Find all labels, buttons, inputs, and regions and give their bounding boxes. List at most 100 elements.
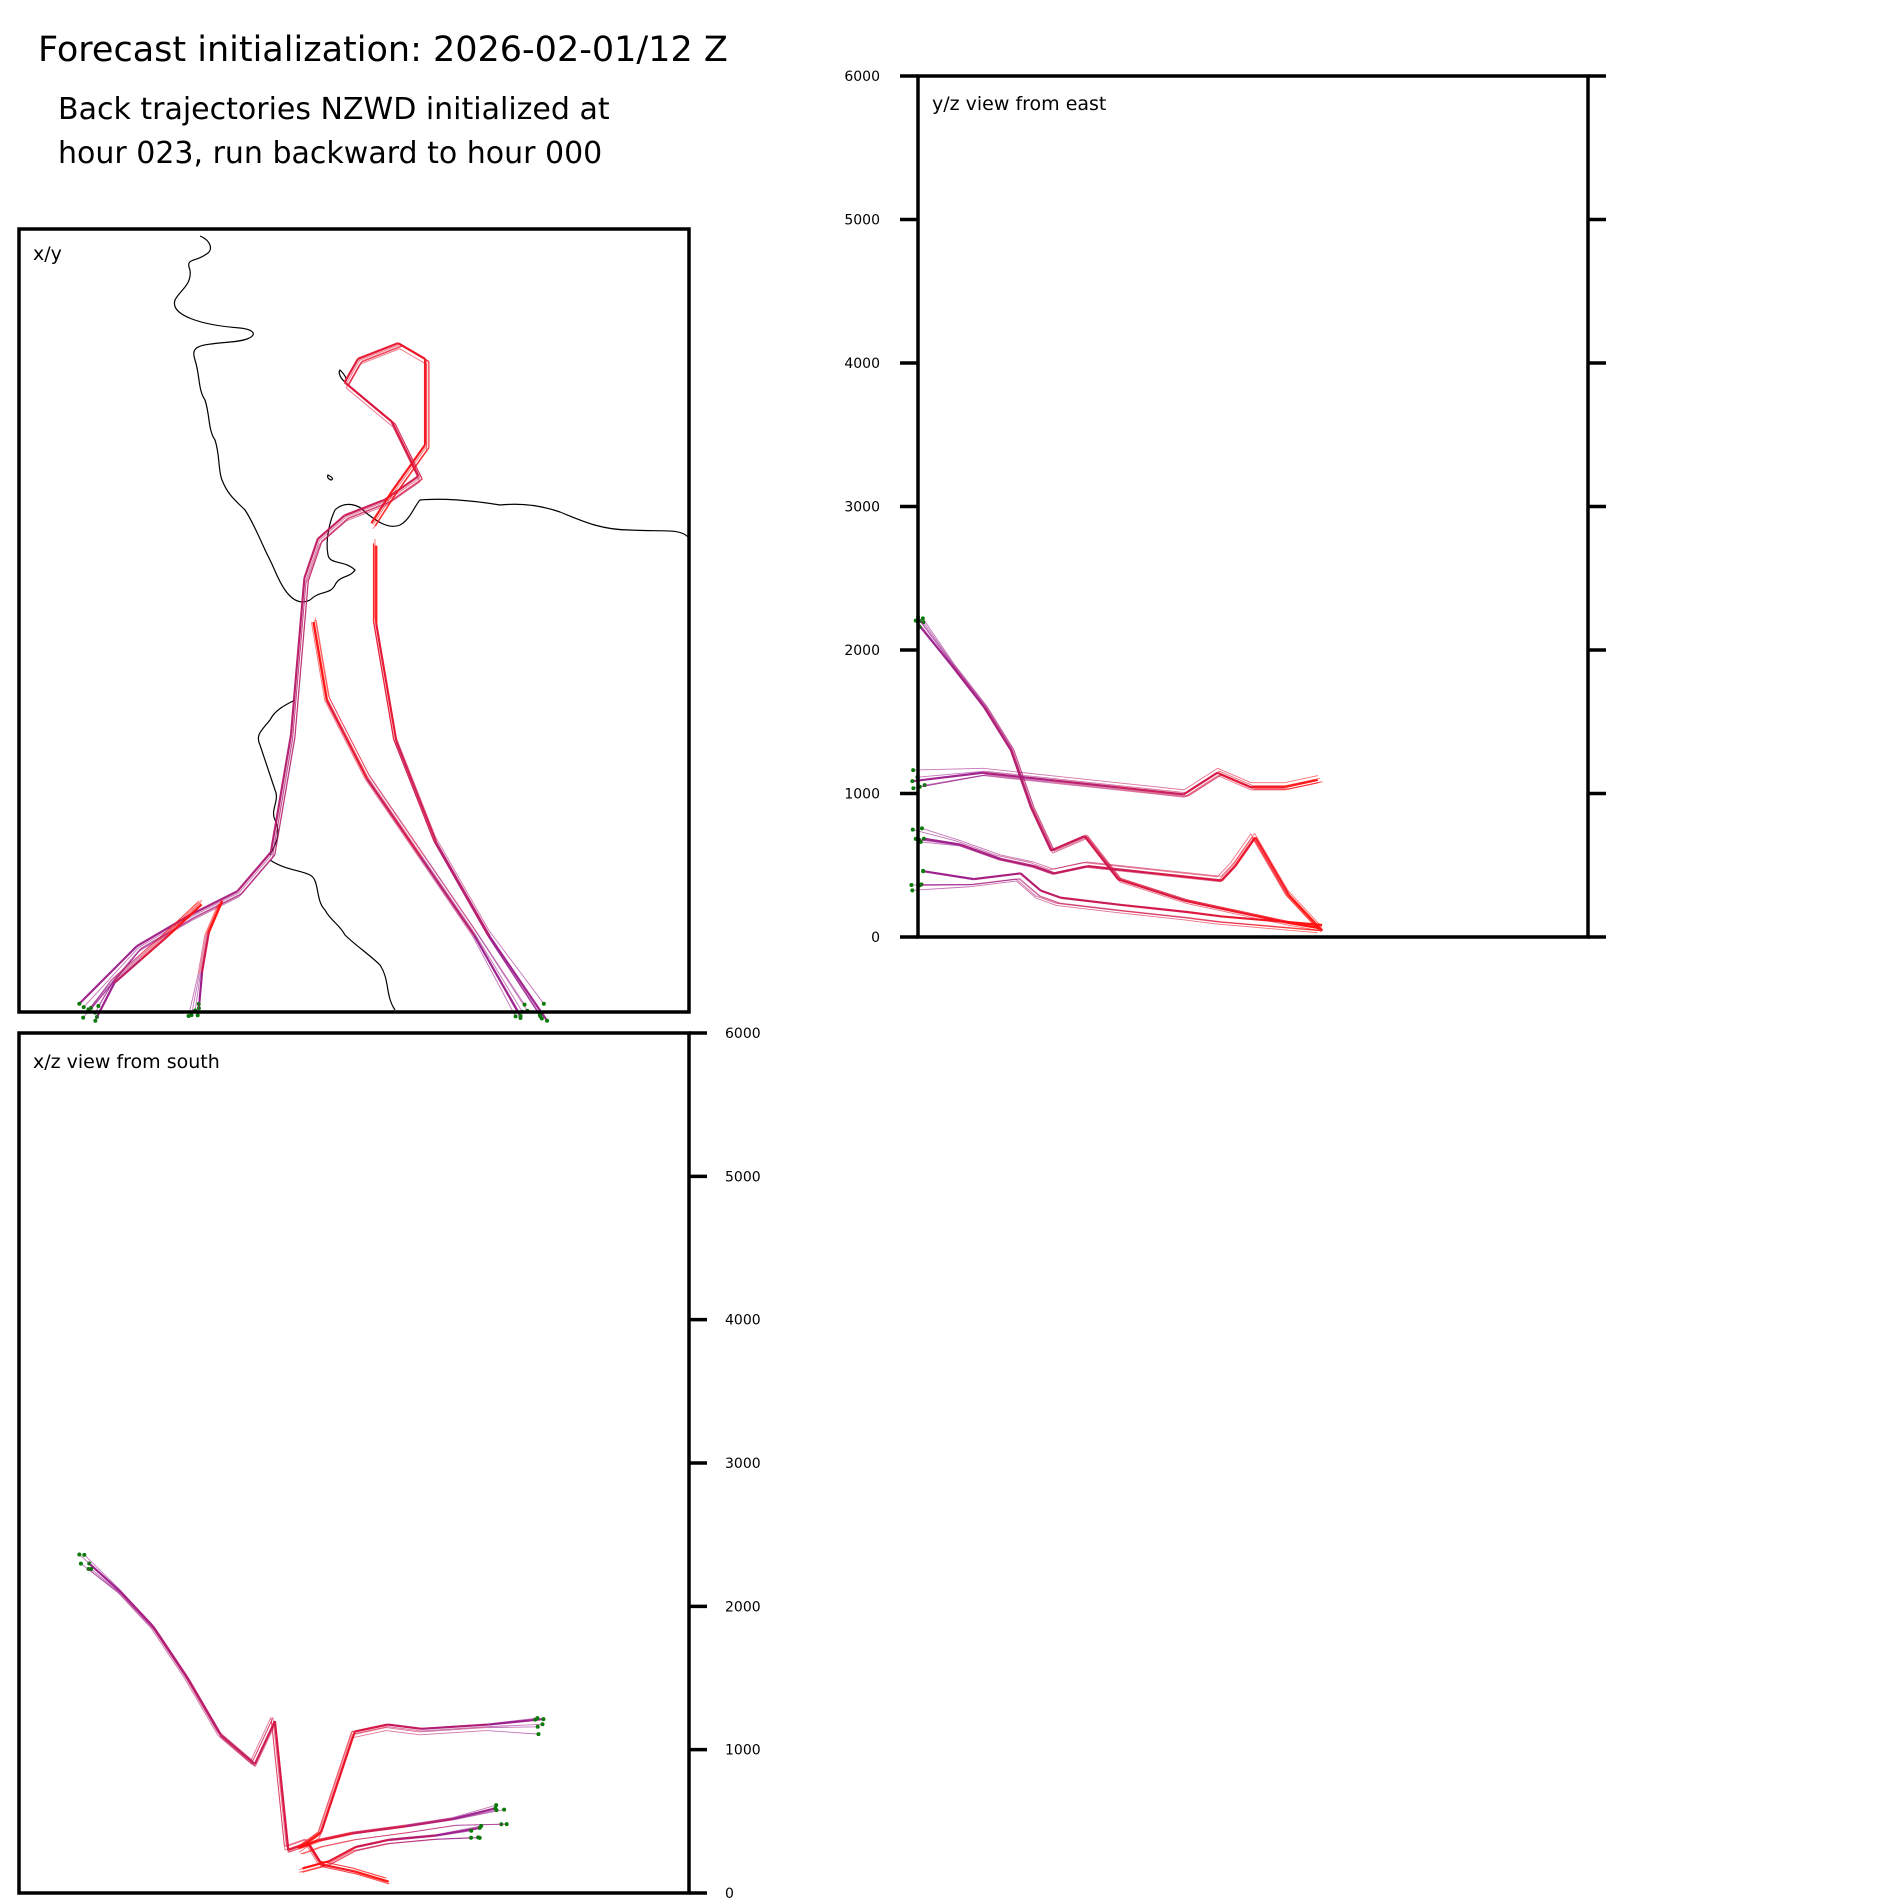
yz-start-marker — [911, 786, 916, 791]
xy-series-4-segment — [374, 617, 396, 735]
xz-series-1-segment — [385, 1723, 420, 1729]
xy-series-1-segment — [168, 899, 203, 932]
yz-series-2-segment — [1121, 788, 1189, 797]
xz-series-0-segment — [149, 1624, 185, 1675]
xy-series-0-segment — [136, 913, 192, 948]
yz-series-3-segment — [1018, 878, 1040, 897]
xz-series-1-segment — [318, 1737, 354, 1839]
xy-series-4-segment — [433, 840, 488, 935]
coastline — [173, 235, 689, 1011]
xy-series-0-segment — [392, 426, 421, 483]
xy-series-0-segment — [192, 892, 240, 917]
yz-series-0-segment — [986, 705, 1015, 750]
yz-series-1-segment — [1254, 836, 1290, 896]
yz-series-2-segment — [912, 771, 983, 783]
xy-series-2-segment — [208, 899, 223, 931]
xy-start-marker — [541, 1001, 546, 1006]
yz-series-3-segment — [923, 870, 974, 880]
xz-series-0-segment — [79, 1554, 118, 1589]
xz-start-marker — [535, 1724, 540, 1729]
xz-series-3-segment — [325, 1847, 353, 1863]
xz-series-3-segment — [355, 1843, 390, 1852]
xy-series-1-segment — [167, 902, 202, 935]
xy-series-0-segment — [394, 423, 423, 479]
yz-series-3-segment — [1060, 897, 1122, 906]
yz-series-0-segment — [951, 662, 986, 707]
xy-series-1-segment — [114, 954, 143, 979]
yz-series-3-segment — [972, 878, 1020, 886]
xz-series-0-segment — [272, 1717, 287, 1847]
yz-series-3-segment — [1183, 919, 1218, 925]
yz-series-1-segment — [959, 845, 1000, 861]
xy-series-0-segment — [294, 580, 309, 737]
xy-series-0-segment — [357, 342, 399, 360]
yz-start-marker — [911, 768, 916, 773]
yz-series-1-segment — [1250, 833, 1285, 892]
yz-series-0-segment — [1031, 806, 1053, 850]
yz-series-1-segment — [1220, 867, 1235, 883]
xz-series-0-segment — [184, 1677, 219, 1736]
yz-series-2-segment — [1284, 775, 1319, 784]
xy-series-0-segment — [319, 516, 347, 541]
xz-series-0-segment — [274, 1723, 289, 1853]
yz-series-2-segment — [985, 774, 1053, 783]
coastline-south — [269, 859, 396, 1011]
yz-series-3-segment — [1040, 890, 1061, 899]
xy-series-3-segment — [326, 700, 368, 780]
yz-series-2-segment — [982, 771, 1050, 782]
yz-series-2-segment — [1049, 778, 1117, 789]
xz-series-3-segment — [386, 1838, 434, 1845]
xy-series-0-segment — [346, 500, 387, 518]
xz-series-2-segment — [297, 1839, 319, 1849]
xz-series-3-segment — [325, 1850, 353, 1866]
xz-series-2-segment — [452, 1804, 497, 1819]
xz-series-1-segment — [318, 1731, 353, 1832]
xy-series-0-segment — [305, 540, 321, 580]
xz-series-2-segment — [322, 1839, 357, 1848]
xz-series-2-segment — [351, 1825, 406, 1835]
xz-series-1-segment — [298, 1831, 320, 1847]
yz-series-3-segment — [1220, 921, 1254, 926]
yz-series-0-segment — [1053, 834, 1088, 851]
panel-xy-frame — [17, 227, 691, 1014]
xy-series-0-segment — [307, 540, 322, 581]
xy-series-2-segment — [207, 903, 223, 936]
xy-series-2-segment — [204, 903, 219, 936]
axis-xz-ticks: 0 1000 2000 3000 4000 5000 6000 — [689, 1026, 761, 1900]
xy-series-3-segment — [420, 857, 475, 937]
xz-start-marker — [78, 1561, 83, 1566]
xy-series-0-segment — [346, 504, 387, 522]
yz-series-0-segment — [953, 662, 988, 707]
xy-series-0-segment — [308, 541, 323, 582]
xz-series-3-segment — [356, 1838, 391, 1847]
trajectories-yz — [909, 615, 1324, 934]
island-small-2 — [327, 474, 334, 481]
xy-series-2-segment — [197, 974, 203, 1016]
xz-series-1-segment — [354, 1726, 388, 1735]
yz-series-1-segment — [1086, 866, 1154, 876]
xz-start-marker — [535, 1716, 540, 1721]
xz-series-0-segment — [90, 1568, 122, 1595]
xy-series-1-segment — [137, 933, 165, 958]
xy-series-4-segment — [489, 936, 548, 1022]
xy-series-3-segment — [473, 935, 521, 1019]
yz-series-1-segment — [999, 854, 1034, 863]
yz-series-3-segment — [1015, 880, 1037, 899]
yz-series-1-segment — [1251, 837, 1286, 896]
xz-start-marker — [494, 1803, 499, 1808]
yz-series-2-segment — [1117, 789, 1185, 798]
xy-start-marker — [522, 1002, 527, 1007]
yz-series-2-segment — [1287, 781, 1321, 790]
xy-series-0-segment — [321, 518, 349, 543]
xy-series-0-segment — [321, 517, 349, 542]
xz-series-0-segment — [355, 1873, 390, 1885]
yz-series-0-segment — [984, 705, 1013, 750]
yz-series-2-segment — [983, 775, 1051, 784]
xz-ytick-label: 5000 — [725, 1169, 761, 1185]
yz-series-0-segment — [1085, 838, 1120, 883]
xy-series-1-segment — [97, 978, 116, 1007]
yz-series-0-segment — [1220, 907, 1254, 916]
xz-series-2-segment — [351, 1826, 406, 1835]
xy-series-0-segment — [83, 947, 140, 1008]
yz-series-0-segment — [1085, 834, 1120, 879]
